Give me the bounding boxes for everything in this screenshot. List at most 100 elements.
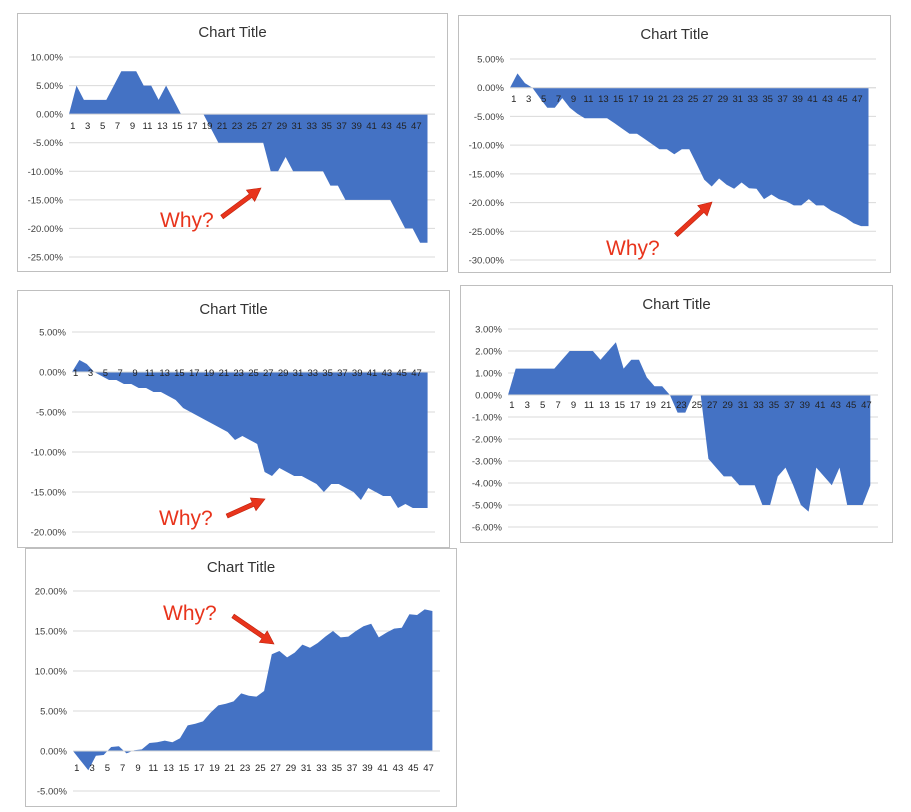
x-tick-label: 19 (643, 94, 654, 105)
chart-title: Chart Title (207, 559, 275, 576)
chart-svg-4: Chart Title 3.00% 2.00% 1.00% 0.00% -1.00% -2.… (460, 285, 893, 543)
arrow-icon (220, 187, 262, 220)
chart-panel-3: Chart Title 5.00% 0.00% -5.00% -10.00% -15.00… (17, 290, 450, 548)
x-tick-label: 23 (676, 400, 687, 411)
y-tick-label: -5.00% (474, 112, 505, 123)
y-tick-label: -25.00% (469, 227, 505, 238)
chart-panel-1: Chart Title 10.00% 5.00% 0.00% -5.00% -10.00%… (17, 13, 448, 272)
x-tick-label: 7 (115, 121, 120, 132)
x-tick-label: 45 (396, 368, 407, 379)
x-tick-label: 13 (163, 763, 174, 774)
y-tick-label: 15.00% (35, 627, 68, 638)
x-tick-label: 21 (217, 121, 228, 132)
x-tick-label: 37 (347, 763, 358, 774)
x-tick-label: 13 (159, 368, 170, 379)
y-tick-label: -5.00% (37, 787, 68, 798)
y-tick-label: -25.00% (28, 253, 64, 264)
chart-panel-4: Chart Title 3.00% 2.00% 1.00% 0.00% -1.00% -2.… (460, 285, 893, 543)
x-tick-label: 27 (263, 368, 274, 379)
arrow-icon (674, 201, 713, 238)
x-tick-label: 9 (571, 400, 576, 411)
y-tick-label: -5.00% (33, 138, 64, 149)
x-tick-label: 41 (815, 400, 826, 411)
y-tick-label: 5.00% (40, 707, 67, 718)
x-tick-label: 5 (100, 121, 105, 132)
x-tick-label: 3 (525, 400, 530, 411)
area-series (510, 73, 869, 227)
x-tick-label: 21 (658, 94, 669, 105)
x-tick-label: 9 (571, 94, 576, 105)
x-tick-label: 43 (393, 763, 404, 774)
chart-svg-3: Chart Title 5.00% 0.00% -5.00% -10.00% -15.00… (17, 290, 450, 548)
x-tick-label: 39 (799, 400, 810, 411)
x-tick-label: 5 (541, 94, 546, 105)
x-tick-label: 41 (377, 763, 388, 774)
x-tick-label: 17 (194, 763, 205, 774)
x-tick-label: 3 (88, 368, 93, 379)
x-tick-label: 47 (411, 368, 422, 379)
x-tick-label: 7 (120, 763, 125, 774)
x-tick-label: 31 (733, 94, 744, 105)
x-tick-label: 31 (293, 368, 304, 379)
x-tick-label: 19 (202, 121, 213, 132)
y-tick-label: 0.00% (475, 391, 502, 402)
y-tick-label: -20.00% (31, 528, 67, 539)
x-tick-label: 9 (135, 763, 140, 774)
y-tick-label: -10.00% (28, 167, 64, 178)
chart-title: Chart Title (198, 24, 266, 41)
x-tick-label: 29 (718, 94, 729, 105)
x-tick-label: 23 (232, 121, 243, 132)
x-tick-label: 15 (172, 121, 183, 132)
chart-svg-5: Chart Title 20.00% 15.00% 10.00% 5.00% 0.00% -… (25, 548, 457, 807)
y-tick-label: -20.00% (28, 224, 64, 235)
x-tick-label: 13 (598, 94, 609, 105)
why-annotation: Why? (159, 507, 213, 530)
x-tick-label: 39 (362, 763, 373, 774)
x-tick-label: 3 (85, 121, 90, 132)
x-tick-label: 27 (270, 763, 281, 774)
x-tick-label: 27 (707, 400, 718, 411)
x-tick-label: 27 (262, 121, 273, 132)
x-tick-label: 37 (784, 400, 795, 411)
x-tick-label: 3 (89, 763, 94, 774)
x-tick-label: 25 (247, 121, 258, 132)
x-tick-label: 31 (738, 400, 749, 411)
y-tick-label: -5.00% (36, 408, 67, 419)
x-tick-label: 1 (74, 763, 79, 774)
x-tick-label: 31 (292, 121, 303, 132)
x-tick-label: 33 (747, 94, 758, 105)
x-tick-label: 17 (187, 121, 198, 132)
x-tick-label: 17 (630, 400, 641, 411)
x-tick-label: 41 (807, 94, 818, 105)
y-tick-label: -15.00% (28, 195, 64, 206)
y-tick-label: -20.00% (469, 198, 505, 209)
x-tick-label: 1 (509, 400, 514, 411)
area-series (73, 609, 433, 771)
chart-svg-1: Chart Title 10.00% 5.00% 0.00% -5.00% -10.00%… (17, 13, 448, 272)
x-tick-label: 47 (861, 400, 872, 411)
x-tick-label: 47 (852, 94, 863, 105)
y-tick-label: 0.00% (39, 368, 66, 379)
y-tick-label: 5.00% (477, 55, 504, 66)
x-tick-label: 43 (381, 121, 392, 132)
x-tick-label: 45 (837, 94, 848, 105)
y-tick-label: 20.00% (35, 587, 68, 598)
y-tick-label: -2.00% (472, 435, 503, 446)
x-tick-label: 37 (777, 94, 788, 105)
x-tick-label: 11 (145, 368, 155, 379)
x-tick-label: 37 (336, 121, 347, 132)
chart-title: Chart Title (199, 301, 267, 318)
x-tick-label: 15 (174, 368, 185, 379)
x-tick-label: 11 (584, 400, 594, 411)
chart-svg-2: Chart Title 5.00% 0.00% -5.00% -10.00% -15.00… (458, 15, 891, 273)
x-tick-label: 13 (157, 121, 168, 132)
x-tick-label: 25 (255, 763, 266, 774)
x-tick-label: 35 (769, 400, 780, 411)
x-tick-label: 35 (331, 763, 342, 774)
arrow-icon (231, 613, 275, 645)
x-tick-label: 1 (73, 368, 78, 379)
x-tick-label: 45 (396, 121, 407, 132)
x-tick-label: 43 (830, 400, 841, 411)
x-tick-label: 39 (351, 121, 362, 132)
x-tick-label: 47 (411, 121, 422, 132)
